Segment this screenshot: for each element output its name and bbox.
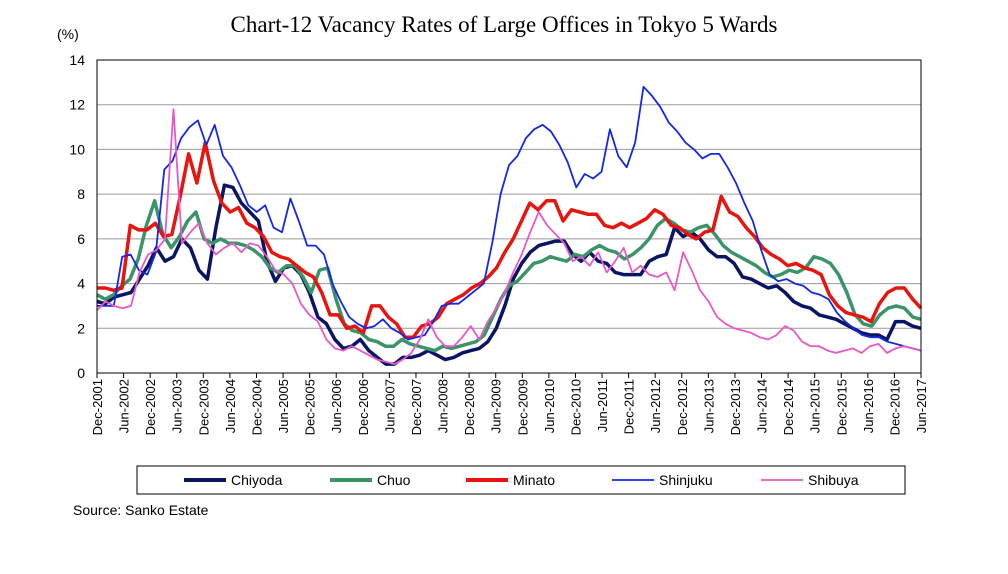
y-tick-label: 6 xyxy=(77,231,85,247)
x-tick-label: Dec-2016 xyxy=(887,379,902,435)
source-note: Source: Sanko Estate xyxy=(73,502,209,518)
x-tick-label: Jun-2017 xyxy=(914,379,929,433)
x-tick-label: Jun-2005 xyxy=(276,379,291,433)
legend-label-shibuya: Shibuya xyxy=(808,472,859,488)
x-tick-label: Jun-2004 xyxy=(223,379,238,433)
series-line-chuo xyxy=(96,199,922,353)
y-tick-label: 4 xyxy=(77,276,85,292)
x-tick-label: Dec-2011 xyxy=(622,379,637,434)
y-axis-unit: (%) xyxy=(57,26,79,42)
x-tick-label: Dec-2012 xyxy=(675,379,690,435)
series-line-minato xyxy=(97,140,923,339)
x-tick-label: Jun-2014 xyxy=(755,379,770,433)
x-tick-label: Jun-2013 xyxy=(701,379,716,433)
y-tick-label: 14 xyxy=(69,52,85,68)
x-tick-label: Dec-2014 xyxy=(781,379,796,435)
x-tick-label: Jun-2010 xyxy=(542,379,557,433)
x-tick-label: Dec-2001 xyxy=(90,379,105,435)
y-tick-label: 2 xyxy=(77,320,85,336)
x-tick-label: Dec-2008 xyxy=(462,379,477,435)
legend-label-minato: Minato xyxy=(513,472,555,488)
y-axis-ticks: 0 2 4 6 8 10 12 14 xyxy=(69,52,85,381)
x-tick-label: Jun-2002 xyxy=(117,379,132,433)
x-tick-label: Jun-2016 xyxy=(861,379,876,433)
x-tick-label: Jun-2011 xyxy=(595,379,610,432)
x-tick-label: Dec-2015 xyxy=(834,379,849,435)
x-tick-label: Jun-2006 xyxy=(329,379,344,433)
x-tick-label: Jun-2007 xyxy=(382,379,397,433)
x-tick-label: Dec-2013 xyxy=(728,379,743,435)
y-tick-label: 12 xyxy=(69,97,85,113)
series-lines xyxy=(96,85,923,366)
x-tick-label: Jun-2015 xyxy=(808,379,823,433)
y-tick-label: 8 xyxy=(77,186,85,202)
x-tick-label: Jun-2008 xyxy=(436,379,451,433)
x-tick-label: Dec-2005 xyxy=(303,379,318,435)
legend: Chiyoda Chuo Minato Shinjuku Shibuya xyxy=(136,465,906,495)
legend-label-chiyoda: Chiyoda xyxy=(231,472,283,488)
legend-label-shinjuku: Shinjuku xyxy=(659,472,713,488)
legend-label-chuo: Chuo xyxy=(377,472,411,488)
series-line-shibuya xyxy=(96,108,922,366)
x-tick-label: Dec-2007 xyxy=(409,379,424,435)
x-tick-label: Jun-2012 xyxy=(648,379,663,433)
y-tick-label: 10 xyxy=(69,141,85,157)
x-tick-label: Dec-2004 xyxy=(249,379,264,435)
x-tick-label: Dec-2010 xyxy=(568,379,583,435)
x-tick-label: Dec-2006 xyxy=(356,379,371,435)
x-tick-label: Dec-2002 xyxy=(143,379,158,435)
x-tick-label: Dec-2003 xyxy=(196,379,211,435)
y-tick-label: 0 xyxy=(77,365,85,381)
series-line-chiyoda xyxy=(96,183,922,366)
x-axis-ticks: Dec-2001 Jun-2002 Dec-2002 Jun-2003 Dec-2003… xyxy=(90,373,929,435)
chart-title: Chart-12 Vacancy Rates of Large Offices … xyxy=(230,12,778,37)
series-line-shinjuku xyxy=(97,85,922,352)
x-tick-label: Jun-2003 xyxy=(170,379,185,433)
x-tick-label: Dec-2009 xyxy=(515,379,530,435)
plot-area-frame xyxy=(96,59,922,374)
x-tick-label: Jun-2009 xyxy=(489,379,504,433)
